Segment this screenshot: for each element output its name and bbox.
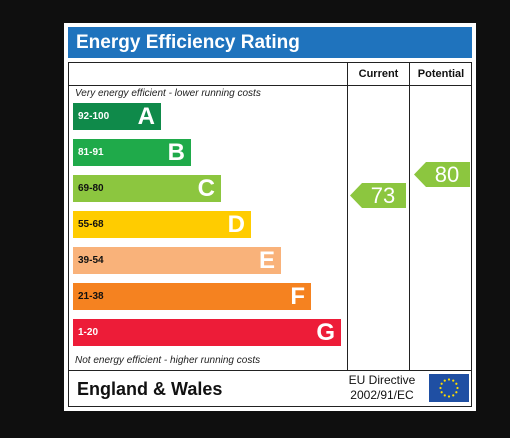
band-e: 39-54 E <box>73 247 281 274</box>
eu-star-icon <box>455 382 458 385</box>
energy-rating-panel: Energy Efficiency Rating Current Potenti… <box>64 23 476 411</box>
band-letter: A <box>137 103 155 130</box>
column-divider-potential <box>409 63 410 370</box>
eu-star-icon <box>443 394 446 397</box>
band-f: 21-38 F <box>73 283 311 310</box>
eu-star-icon <box>447 378 451 381</box>
eu-flag-icon <box>429 374 469 402</box>
band-d: 55-68 D <box>73 211 251 238</box>
region-label: England & Wales <box>77 379 223 399</box>
eu-star-icon <box>452 394 455 397</box>
band-range: 92-100 <box>78 111 110 122</box>
chart-title: Energy Efficiency Rating <box>68 27 472 58</box>
efficient-note: Very energy efficient - lower running co… <box>75 88 261 99</box>
band-range: 69-80 <box>78 183 104 194</box>
band-range: 1-20 <box>78 327 99 338</box>
eu-star-icon <box>452 379 455 382</box>
band-letter: F <box>290 283 305 310</box>
current-rating-arrow: 73 <box>350 183 406 208</box>
eu-star-icon <box>455 391 458 394</box>
band-letter: D <box>227 211 245 238</box>
directive-line-1: EU Directive <box>348 373 416 387</box>
column-header-potential: Potential <box>417 68 465 80</box>
eu-star-icon <box>456 386 459 390</box>
band-b: 81-91 B <box>73 139 191 166</box>
inefficient-note: Not energy efficient - higher running co… <box>75 355 261 366</box>
eu-star-icon <box>447 395 451 398</box>
band-range: 21-38 <box>78 291 104 302</box>
band-range: 39-54 <box>78 255 104 266</box>
eu-star-icon <box>439 386 442 390</box>
eu-star-icon <box>443 379 446 382</box>
footer: England & Wales EU Directive 2002/91/EC <box>68 371 472 407</box>
column-header-current: Current <box>358 68 399 80</box>
band-letter: G <box>316 319 335 346</box>
band-range: 81-91 <box>78 147 104 158</box>
eu-star-icon <box>440 382 443 385</box>
band-a: 92-100 A <box>73 103 161 130</box>
band-c: 69-80 C <box>73 175 221 202</box>
potential-rating-arrow: 80 <box>414 162 470 187</box>
band-range: 55-68 <box>78 219 104 230</box>
column-divider-current <box>347 63 348 370</box>
eu-directive: EU Directive 2002/91/EC <box>339 373 425 403</box>
directive-line-2: 2002/91/EC <box>350 388 414 402</box>
header-divider <box>69 85 471 86</box>
band-g: 1-20 G <box>73 319 341 346</box>
rating-chart-box: Current Potential Very energy efficient … <box>68 62 472 371</box>
band-letter: B <box>167 139 185 166</box>
eu-star-icon <box>440 391 443 394</box>
band-letter: E <box>258 247 275 274</box>
band-letter: C <box>197 175 215 202</box>
